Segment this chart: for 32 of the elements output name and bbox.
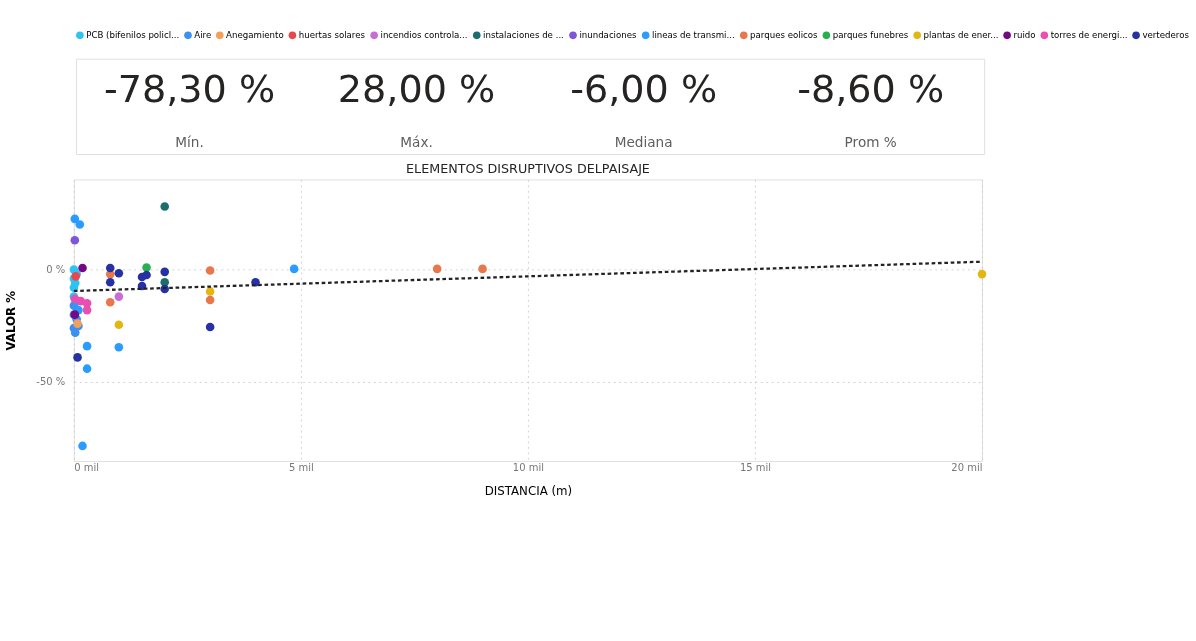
legend-label: huertas solares xyxy=(298,30,366,41)
x-tick-label: 5 mil xyxy=(289,462,314,474)
y-tick-label: -50 % xyxy=(36,376,66,388)
legend-label: instalaciones de ... xyxy=(483,30,564,41)
legend-label: plantas de ener... xyxy=(923,30,999,41)
legend-label: PCB (bifenilos policl... xyxy=(86,30,180,41)
chart-title: ELEMENTOS DISRUPTIVOS DELPAISAJE xyxy=(406,161,650,177)
y-tick-label: 0 % xyxy=(46,263,66,275)
legend-label: parques funebres xyxy=(832,30,909,41)
text: -78,30 % xyxy=(103,67,276,112)
legend-label: torres de energi... xyxy=(1050,30,1128,41)
text: Mín. xyxy=(175,133,204,150)
text: 28,00 % xyxy=(337,67,496,112)
text: -6,00 % xyxy=(570,67,718,112)
legend-label: vertederos xyxy=(1142,30,1190,41)
legend-label: Anegamiento xyxy=(226,30,284,41)
legend-label: lineas de transmi... xyxy=(652,30,735,41)
text: Prom % xyxy=(844,133,897,150)
legend-label: parques eolicos xyxy=(750,30,819,41)
text: Mediana xyxy=(614,133,673,150)
x-axis-title: DISTANCIA (m) xyxy=(484,484,573,499)
legend-label: inundaciones xyxy=(579,30,638,41)
text: -8,60 % xyxy=(797,67,945,112)
x-tick-label: 10 mil xyxy=(512,462,544,474)
x-tick-label: 20 mil xyxy=(951,462,983,474)
legend-label: incendios controla... xyxy=(380,30,468,41)
text: Máx. xyxy=(400,133,433,150)
legend-label: Aire xyxy=(194,30,212,41)
x-tick-label: 0 mil xyxy=(74,462,100,474)
legend-label: ruido xyxy=(1013,30,1036,41)
x-tick-label: 15 mil xyxy=(739,462,771,474)
y-axis-title: VALOR % xyxy=(4,290,19,351)
